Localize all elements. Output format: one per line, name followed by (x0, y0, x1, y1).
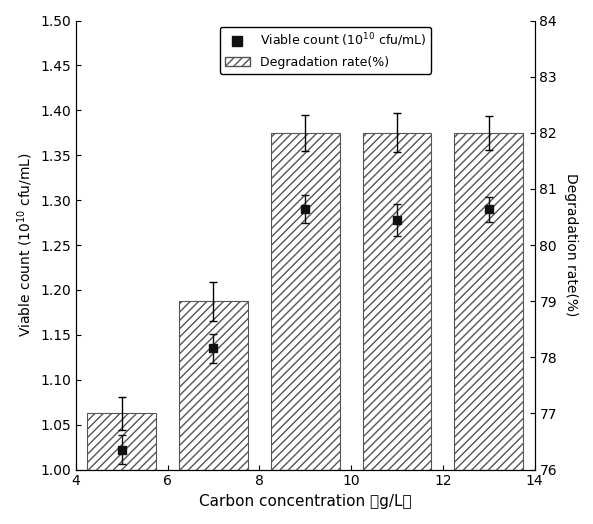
Bar (454, 133, 523, 470)
X-axis label: Carbon concentration （g/L）: Carbon concentration （g/L） (199, 494, 412, 509)
Legend: Viable count (10$^{10}$ cfu/mL), Degradation rate(%): Viable count (10$^{10}$ cfu/mL), Degrada… (220, 27, 432, 73)
Y-axis label: Degradation rate(%): Degradation rate(%) (564, 173, 578, 316)
Y-axis label: Viable count (10$^{10}$ cfu/mL): Viable count (10$^{10}$ cfu/mL) (15, 152, 34, 337)
Bar (362, 133, 431, 470)
Bar (87, 413, 156, 470)
Bar (271, 133, 340, 470)
Bar (179, 301, 248, 470)
